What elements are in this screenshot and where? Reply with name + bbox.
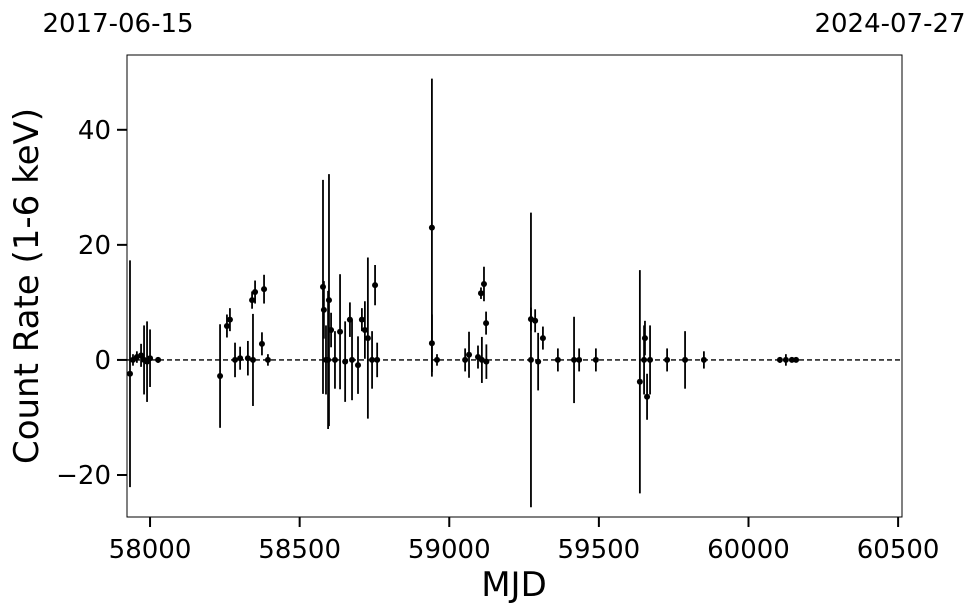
data-point [147, 355, 154, 362]
y-axis-label: Count Rate (1-6 keV) [7, 108, 47, 464]
data-point [325, 356, 332, 363]
data-point [328, 327, 335, 334]
x-tick-label: 58500 [258, 535, 341, 565]
data-point [644, 393, 651, 400]
y-tick-label: 40 [78, 116, 111, 146]
data-point [483, 320, 490, 327]
x-tick-label: 59000 [408, 535, 491, 565]
data-point [641, 356, 648, 363]
data-point [462, 356, 469, 363]
data-point [342, 358, 349, 365]
data-point [264, 356, 271, 363]
x-tick-label: 58000 [109, 535, 192, 565]
data-point [483, 358, 490, 365]
data-point [155, 356, 162, 363]
data-point [466, 351, 473, 358]
data-point [138, 352, 145, 359]
x-tick-label: 60000 [707, 535, 790, 565]
data-point [126, 370, 133, 377]
data-point [331, 356, 338, 363]
data-point [244, 355, 251, 362]
data-point [532, 317, 539, 324]
data-point [217, 373, 224, 380]
data-point [361, 327, 368, 334]
data-point [700, 356, 707, 363]
data-point [641, 335, 648, 342]
data-point [237, 355, 244, 362]
data-point [539, 335, 546, 342]
data-point [682, 356, 689, 363]
y-tick-label: 0 [94, 346, 111, 376]
data-point [428, 340, 435, 347]
data-point [647, 356, 654, 363]
data-point [788, 356, 795, 363]
x-tick-label: 60500 [857, 535, 940, 565]
data-point [571, 356, 578, 363]
data-point [252, 289, 259, 296]
data-point [477, 290, 484, 297]
data-point [527, 356, 534, 363]
data-point [374, 356, 381, 363]
data-point [320, 306, 327, 313]
data-point [776, 356, 783, 363]
data-point [232, 356, 239, 363]
data-point [249, 297, 256, 304]
plot-frame [126, 54, 903, 518]
data-point [592, 356, 599, 363]
data-point [337, 328, 344, 335]
data-point [226, 316, 233, 323]
data-point [355, 362, 362, 369]
data-point [576, 356, 583, 363]
data-point [480, 280, 487, 287]
data-point [364, 335, 371, 342]
data-point [664, 356, 671, 363]
data-point [223, 322, 230, 329]
y-tick-label: −20 [56, 461, 111, 491]
y-tick-label: 20 [78, 231, 111, 261]
data-point [261, 286, 268, 293]
data-point [793, 356, 800, 363]
x-axis-label: MJD [481, 565, 547, 605]
end-date: 2024-07-27 [814, 9, 965, 39]
data-point [258, 340, 265, 347]
data-point [636, 378, 643, 385]
data-point [358, 316, 365, 323]
data-point [249, 356, 256, 363]
start-date: 2017-06-15 [42, 9, 193, 39]
data-point [434, 356, 440, 363]
data-point [369, 356, 376, 363]
data-point [428, 224, 435, 231]
data-point [782, 356, 789, 363]
data-point [372, 282, 379, 289]
data-point [349, 356, 356, 363]
data-point [554, 356, 561, 363]
x-tick-label: 59500 [558, 535, 641, 565]
data-point [535, 358, 542, 365]
